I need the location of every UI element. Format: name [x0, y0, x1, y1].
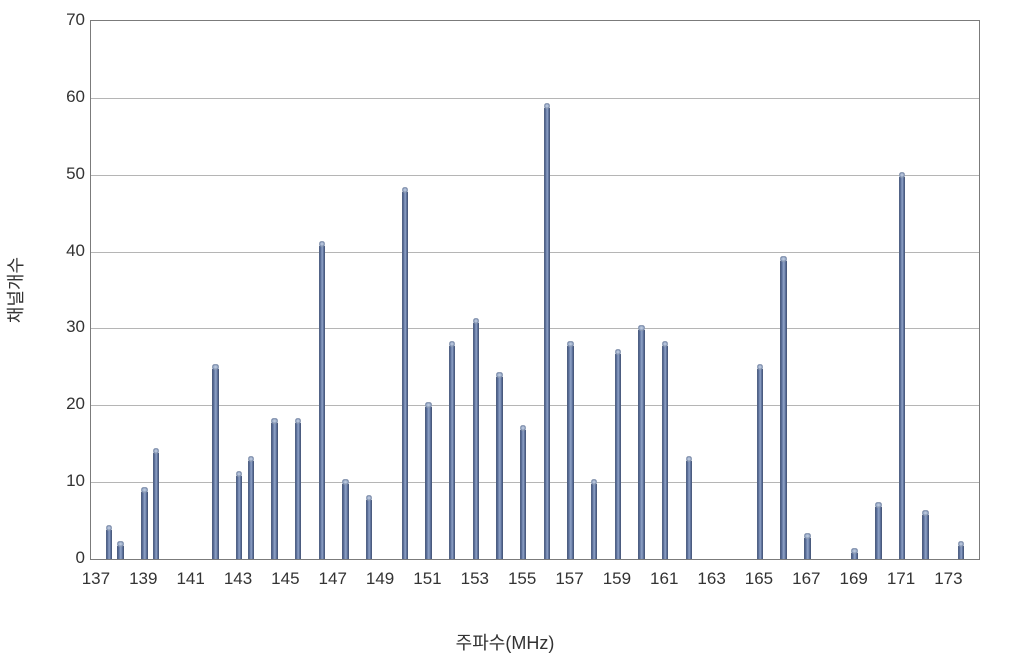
y-tick-label: 40	[25, 241, 85, 261]
bar	[757, 364, 764, 559]
x-tick-label: 155	[508, 569, 536, 589]
x-axis-label: 주파수(MHz)	[0, 629, 1010, 655]
bar	[342, 479, 349, 559]
x-tick-label: 149	[366, 569, 394, 589]
x-tick-label: 169	[839, 569, 867, 589]
bar	[106, 525, 113, 559]
bar	[449, 341, 456, 559]
bar	[922, 510, 929, 559]
bar	[117, 541, 124, 559]
x-tick-label: 157	[555, 569, 583, 589]
bar	[851, 548, 858, 559]
bar	[496, 372, 503, 559]
bar	[248, 456, 255, 559]
bar	[780, 256, 787, 559]
y-tick-label: 30	[25, 317, 85, 337]
bar	[591, 479, 598, 559]
bar	[402, 187, 409, 559]
bar	[638, 325, 645, 559]
bar	[544, 103, 551, 559]
x-tick-label: 173	[934, 569, 962, 589]
bar	[153, 448, 160, 559]
y-tick-label: 0	[25, 548, 85, 568]
x-tick-label: 151	[413, 569, 441, 589]
x-tick-label: 143	[224, 569, 252, 589]
x-tick-label: 167	[792, 569, 820, 589]
y-tick-label: 10	[25, 471, 85, 491]
x-tick-label: 171	[887, 569, 915, 589]
x-tick-label: 147	[319, 569, 347, 589]
x-tick-label: 159	[603, 569, 631, 589]
bar	[520, 425, 527, 559]
x-tick-labels: 1371391411431451471491511531551571591611…	[90, 565, 980, 595]
bar-chart: 채널개수 0 10 20 30 40 50 60 70 137 139 141 143 145 147 1…	[0, 0, 1010, 667]
bar	[567, 341, 574, 559]
x-tick-label: 163	[697, 569, 725, 589]
x-tick-label: 153	[461, 569, 489, 589]
bar	[875, 502, 882, 559]
x-tick-label: 139	[129, 569, 157, 589]
bar	[366, 495, 373, 559]
bar	[662, 341, 669, 559]
bar	[212, 364, 219, 559]
bar	[958, 541, 965, 559]
bar	[425, 402, 432, 559]
bar	[804, 533, 811, 559]
bar	[271, 418, 278, 559]
y-tick-label: 50	[25, 164, 85, 184]
x-tick-label: 137	[82, 569, 110, 589]
y-tick-label: 60	[25, 87, 85, 107]
bar	[236, 471, 243, 559]
x-tick-label: 141	[176, 569, 204, 589]
bar	[615, 349, 622, 560]
x-tick-label: 165	[745, 569, 773, 589]
x-tick-label: 161	[650, 569, 678, 589]
bar	[473, 318, 480, 559]
bar	[686, 456, 693, 559]
bar-series	[91, 21, 979, 559]
y-tick-label: 20	[25, 394, 85, 414]
y-tick-label: 70	[25, 10, 85, 30]
bar	[899, 172, 906, 559]
bar	[295, 418, 302, 559]
x-tick-label: 145	[271, 569, 299, 589]
plot-area	[90, 20, 980, 560]
bar	[319, 241, 326, 559]
y-axis-label: 채널개수	[2, 257, 28, 323]
bar	[141, 487, 148, 559]
